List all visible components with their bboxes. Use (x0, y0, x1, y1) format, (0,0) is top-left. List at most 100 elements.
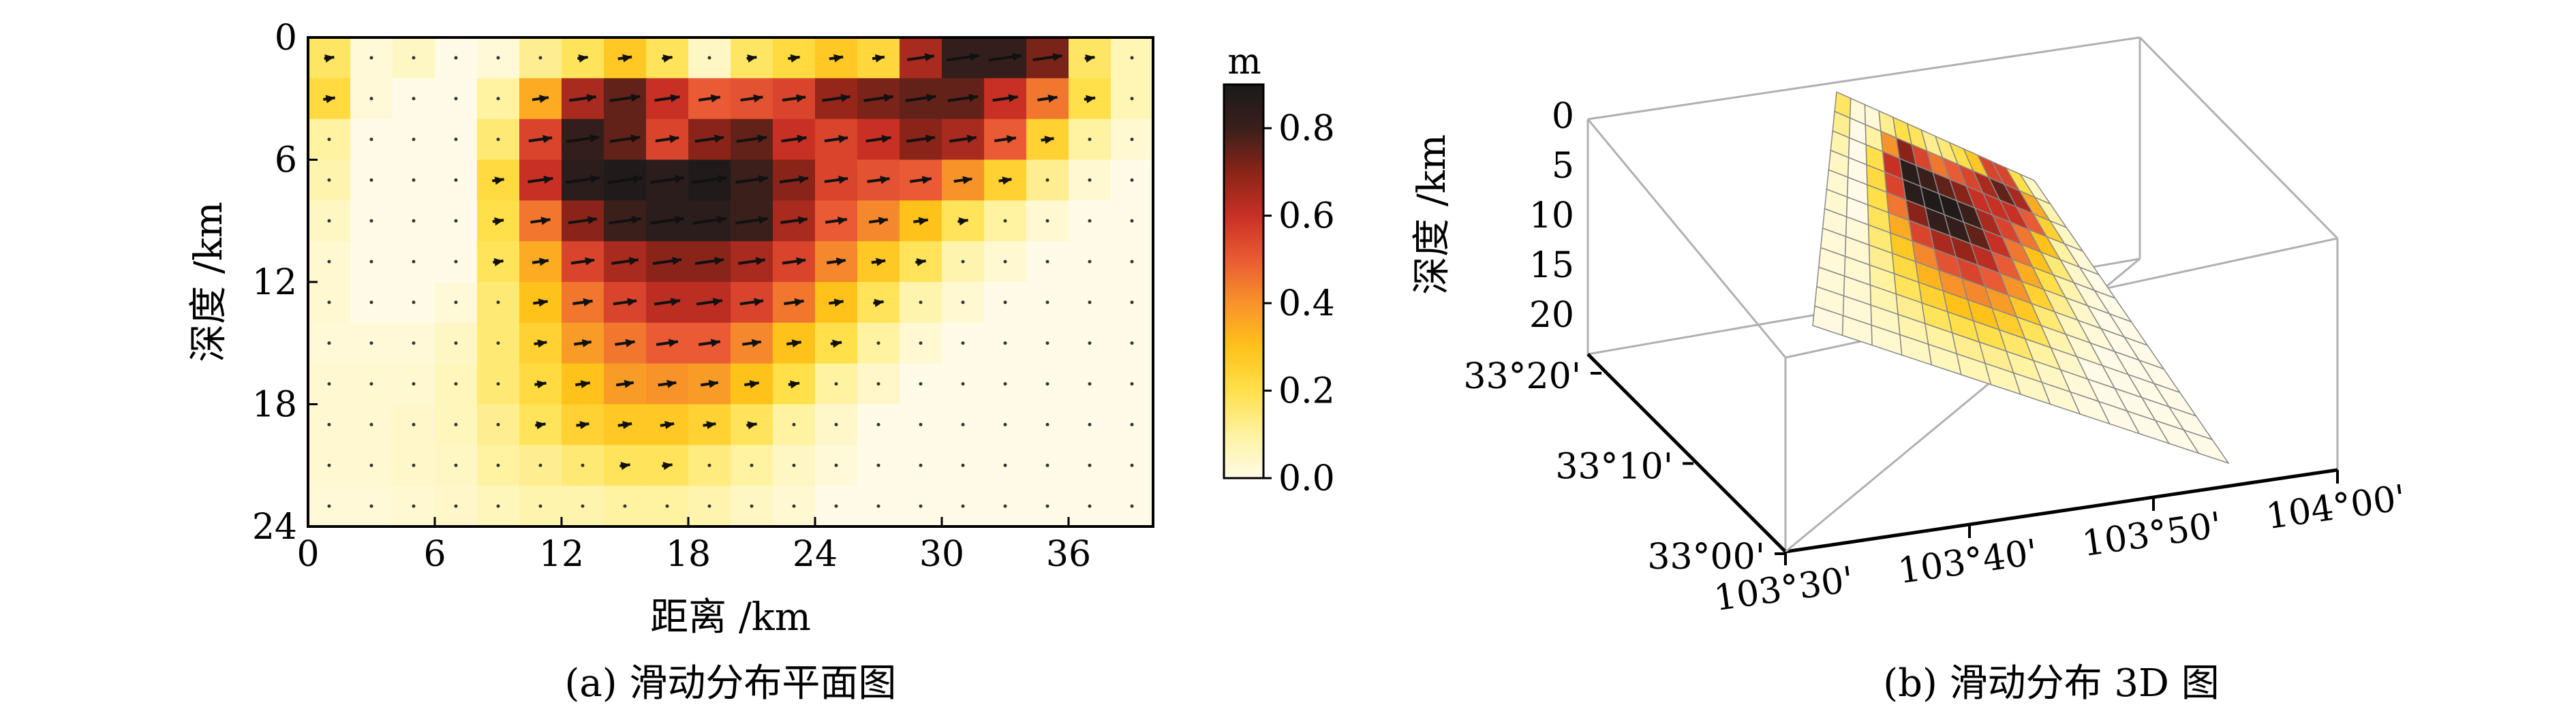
slip-vector-head (631, 215, 641, 224)
slip-vector (665, 504, 669, 508)
slip-vector-head (881, 134, 891, 143)
slip-vector (1130, 138, 1134, 142)
slip-vector (961, 259, 965, 264)
slip-vector-head (538, 298, 548, 307)
slip-vector-head (874, 54, 885, 63)
slip-vector-head (710, 339, 720, 347)
slip-vector-head (583, 298, 593, 306)
slip-vector (496, 138, 500, 142)
slip-vector (369, 56, 373, 60)
slip-vector (1003, 259, 1007, 264)
slip-vector-head (916, 258, 926, 267)
colorbar-tick-label: 0.6 (1278, 196, 1335, 237)
depth-axis-ticks: 0 5 10 15 20 (1529, 96, 1574, 336)
slip-vector-head (671, 257, 681, 266)
colorbar-tick-label: 0.0 (1278, 458, 1335, 499)
slip-vector (369, 138, 373, 142)
box-edge (1785, 468, 2338, 554)
slip-vector-head (878, 217, 888, 225)
slip-vector (1130, 259, 1134, 264)
slip-vector (327, 504, 331, 508)
slip-vector-head (587, 216, 597, 225)
slip-vector (876, 504, 880, 508)
slip-vector-head (751, 339, 761, 347)
slip-vector (1045, 463, 1049, 467)
y-tick-label: 18 (252, 385, 297, 426)
slip-vector (1130, 382, 1134, 386)
slip-vector (1130, 56, 1134, 60)
slip-vector (1003, 504, 1007, 508)
slip-vector-head (1044, 136, 1054, 144)
slip-vector-head (753, 94, 763, 103)
slip-vector-head (625, 339, 635, 347)
slip-vector (496, 382, 500, 386)
slip-vector (1130, 178, 1134, 182)
slip-vector (496, 341, 500, 345)
box-edge (1586, 353, 1787, 553)
slip-vector-head (536, 380, 547, 389)
slip-vector (454, 138, 458, 142)
longitude-axis-ticks: 103°30' 103°40' 103°50' 104°00' (1712, 470, 2408, 619)
slip-vector (412, 56, 416, 60)
slip-vector (412, 463, 416, 467)
slip-vector-head (1008, 94, 1018, 103)
slip-vector (1045, 341, 1049, 345)
box-edge (1587, 36, 2141, 121)
x-tick-label: 30 (919, 534, 964, 575)
slip-vector (961, 300, 965, 304)
slip-vector-head (1012, 52, 1022, 61)
slip-vector (327, 259, 331, 264)
slip-vector-head (543, 175, 553, 184)
slip-vector (327, 422, 331, 426)
lat-tick-label: 33°20' (1463, 356, 1581, 397)
depth-tick-label: 10 (1529, 195, 1574, 236)
x-tick-label: 6 (423, 534, 446, 575)
y-axis-label: 深度 /km (187, 202, 231, 362)
slip-vector (1045, 382, 1049, 386)
slip-vector (412, 97, 416, 101)
slip-vector (327, 382, 331, 386)
slip-vector-head (630, 134, 641, 143)
slip-vector (919, 504, 923, 508)
slip-vector (454, 219, 458, 223)
latitude-axis-ticks: 33°00' 33°10' 33°20' (1463, 356, 1785, 578)
slip-vector-head (324, 54, 335, 63)
slip-vector (919, 463, 923, 467)
fault-plane-cells (1812, 91, 2230, 465)
slip-vector-head (668, 339, 678, 347)
slip-vector (834, 504, 838, 508)
slip-vector (369, 382, 373, 386)
panel-a-slip-map: 0 6 12 18 24 30 36 0 6 12 18 24 距离 /km 深度 /km (a) … (187, 18, 1154, 706)
slip-vector-head (630, 93, 641, 102)
slip-vector-head (624, 379, 634, 388)
slip-vector (919, 341, 923, 345)
lon-tick-label: 104°00' (2264, 477, 2408, 537)
x-tick-label: 12 (539, 534, 584, 575)
slip-vector (412, 300, 416, 304)
slip-vector (1088, 382, 1092, 386)
slip-vector-head (627, 298, 637, 306)
slip-vector-head (874, 298, 884, 307)
slip-vector-head (580, 380, 590, 389)
slip-vector (1088, 300, 1092, 304)
y-tick-label: 24 (252, 507, 297, 548)
slip-vector-head (1047, 94, 1058, 103)
slip-vector (496, 463, 500, 467)
box-edge (2138, 36, 2339, 240)
slip-vector-head (838, 176, 848, 185)
x-tick-label: 24 (793, 534, 838, 575)
slip-vector-head (494, 176, 504, 185)
slip-vector (961, 341, 965, 345)
slip-vector (369, 341, 373, 345)
slip-vector (876, 341, 880, 345)
slip-vector (961, 382, 965, 386)
slip-vector-head (758, 215, 768, 224)
caption-a: (a) 滑动分布平面图 (565, 661, 897, 706)
slip-vector (1088, 138, 1092, 142)
x-axis-ticks: 0 6 12 18 24 30 36 (296, 517, 1091, 575)
slip-vector-head (758, 175, 768, 184)
slip-vector (834, 422, 838, 426)
lon-tick-label: 103°40' (1896, 532, 2040, 592)
slip-vector-head (540, 217, 551, 225)
slip-vector (1045, 219, 1049, 223)
